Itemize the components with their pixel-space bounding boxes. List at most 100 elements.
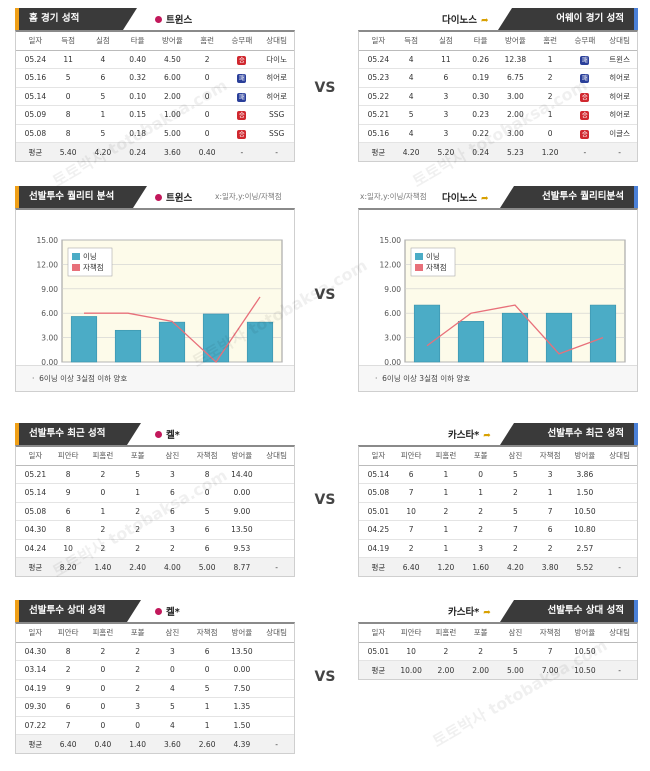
table-cell: 3.86 [567, 465, 603, 484]
table-cell [602, 502, 637, 521]
table-cell: 0 [85, 679, 121, 698]
column-header: 상대팀 [259, 32, 294, 51]
table-cell: 6 [428, 68, 464, 88]
table-cell: 6 [155, 502, 190, 521]
average-cell: 평균 [16, 557, 51, 576]
table-cell: 0.30 [463, 87, 498, 106]
versus-left-header: 선발투수 상대 성적 켈* [15, 600, 295, 622]
team-logo-icon [155, 608, 162, 615]
column-header: 방어율 [567, 624, 603, 643]
result-cell: 패 [224, 87, 260, 106]
legend-label-earned-runs: 자책점 [426, 262, 447, 272]
table-cell: 8 [50, 642, 86, 661]
table-header-row: 일자 피안타 피홈런 포볼 삼진 자책점 방어율 상대팀 [359, 447, 637, 466]
table-cell: 0 [85, 483, 121, 503]
column-header: 방어율 [498, 32, 533, 51]
result-badge: 패 [580, 74, 590, 84]
table-cell: 0 [189, 105, 225, 125]
table-cell: 0 [50, 87, 86, 106]
column-header: 타율 [463, 32, 498, 51]
table-cell: 8 [50, 105, 86, 125]
table-cell: 05.01 [359, 502, 394, 521]
average-row: 평균 4.20 5.20 0.24 5.23 1.20- - [359, 142, 637, 161]
recent-right-team-label: 카스타* [448, 430, 480, 441]
table-cell: 05.21 [359, 105, 394, 125]
average-cell: - [602, 660, 637, 679]
column-header: 승무패 [567, 32, 603, 51]
table-cell: 6 [85, 68, 121, 88]
table-cell [259, 520, 294, 540]
table-cell: 4 [393, 87, 429, 106]
table-cell: 2 [428, 642, 464, 661]
recent-left-team-label: 켈* [166, 430, 180, 441]
table-row: 05.01 10 2 2 5 7 10.50 [359, 502, 637, 521]
table-cell: 1 [463, 483, 498, 503]
table-row: 05.22 4 3 0.30 3.00 2 승 히어로 [359, 87, 637, 106]
vs-label-1: VS [314, 80, 336, 96]
table-cell: 트윈스 [602, 50, 637, 69]
bar-innings [413, 304, 441, 363]
legend-box [410, 247, 456, 277]
table-row: 05.08 6 1 2 6 5 9.00 [16, 502, 294, 521]
average-row: 평균 8.20 1.40 2.40 4.00 5.00 8.77- [16, 557, 294, 576]
table-cell: 2 [532, 68, 568, 88]
table-cell: 2 [532, 539, 568, 558]
table-cell: 04.25 [359, 520, 394, 540]
column-header: 일자 [16, 32, 51, 51]
bar-innings [545, 312, 573, 363]
away-record-panel: 다이노스 ➦ 어웨이 경기 성적 일자 득점 실점 타율 방어율 홈런 승무패 상대팀 05.24… [358, 8, 638, 162]
table-cell: 5 [498, 642, 533, 661]
table-cell [602, 483, 637, 503]
quality-right-title: 선발투수 퀄리티분석 [500, 186, 638, 208]
quality-right-team-label: 다이노스 [442, 193, 477, 204]
column-header: 삼진 [498, 447, 533, 466]
result-cell: 승 [224, 50, 260, 69]
table-cell: 6 [189, 642, 225, 661]
table-cell: 5 [85, 124, 121, 143]
average-cell: 0.24 [120, 142, 155, 161]
table-cell: 10 [50, 539, 86, 558]
table-cell: 2 [120, 502, 155, 521]
average-cell: 2.00 [428, 660, 464, 679]
table-row: 05.14 0 5 0.10 2.00 0 패 히어로 [16, 87, 294, 106]
quality-right-chart: 0.003.006.009.0012.0015.0004.1904.2505.0… [358, 208, 638, 392]
column-header: 피홈런 [85, 447, 121, 466]
legend-swatch-earned-runs [72, 264, 80, 271]
versus-left-table-box: 일자 피안타 피홈런 포볼 삼진 자책점 방어율 상대팀 04.30 8 2 2 3 6 13.50 03.1… [15, 622, 295, 754]
average-cell: 5.00 [189, 557, 225, 576]
legend-swatch-innings [72, 253, 80, 260]
average-cell: 8.77 [224, 557, 260, 576]
table-cell: 히어로 [602, 87, 637, 106]
versus-right-table: 일자 피안타 피홈런 포볼 삼진 자책점 방어율 상대팀 05.01 10 2 2 5 7 10.50 평균 1… [359, 624, 637, 679]
average-cell: 5.00 [498, 660, 533, 679]
away-record-table-box: 일자 득점 실점 타율 방어율 홈런 승무패 상대팀 05.24 4 11 0.26 12.38 1 패 트윈… [358, 30, 638, 162]
average-cell: 1.40 [85, 557, 121, 576]
quality-left-header: 선발투수 퀄리티 분석 트윈스 x:일자,y:이닝/자책점 [15, 186, 295, 208]
average-cell: 2.40 [120, 557, 155, 576]
table-cell [259, 642, 294, 661]
table-cell: 3 [120, 697, 155, 717]
column-header: 피안타 [50, 447, 86, 466]
column-header: 득점 [393, 32, 429, 51]
bar-innings [158, 321, 186, 363]
table-cell: 11 [428, 50, 464, 69]
table-cell: 6 [155, 483, 190, 503]
average-cell: 4.39 [224, 734, 260, 753]
result-cell: 승 [224, 105, 260, 125]
recent-left-header: 선발투수 최근 성적 켈* [15, 423, 295, 445]
table-cell: 0 [189, 87, 225, 106]
column-header: 피홈런 [428, 447, 464, 466]
table-cell: 6.75 [498, 68, 533, 88]
column-header: 일자 [16, 447, 51, 466]
column-header: 홈런 [189, 32, 225, 51]
table-cell: 6 [393, 465, 429, 484]
column-header: 방어율 [224, 624, 260, 643]
table-cell: 8 [50, 520, 86, 540]
result-badge: 승 [237, 55, 247, 65]
table-cell: 3 [428, 87, 464, 106]
table-cell: 5 [393, 105, 429, 125]
table-cell: 03.14 [16, 660, 51, 680]
table-cell: 05.21 [16, 465, 51, 484]
table-cell [259, 716, 294, 735]
table-cell: 9.53 [224, 539, 260, 558]
